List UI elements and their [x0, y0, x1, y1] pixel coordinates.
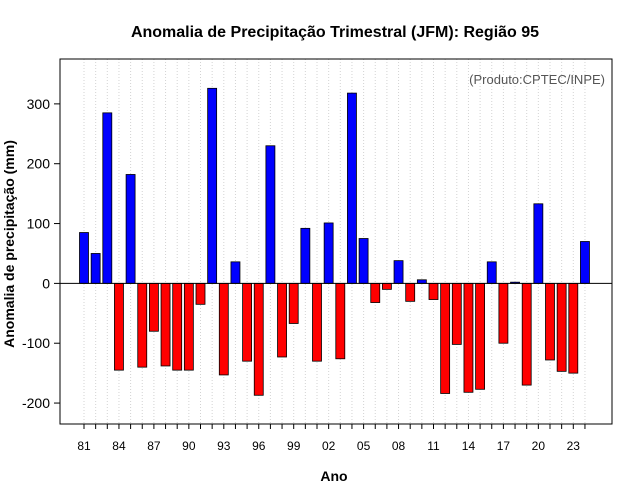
bar-83 — [102, 112, 113, 284]
bar-00 — [300, 227, 311, 284]
bar-86 — [137, 282, 148, 368]
x-tick-label: 87 — [147, 439, 161, 453]
bar-82 — [90, 253, 101, 284]
y-axis-label: Anomalia de precipitação (mm) — [1, 140, 17, 348]
x-tick-label: 17 — [497, 439, 511, 453]
gridlines — [83, 59, 586, 424]
bar-85 — [125, 174, 136, 284]
x-tick-label: 84 — [112, 439, 126, 453]
bar-96 — [253, 282, 264, 396]
x-tick-label: 05 — [357, 439, 371, 453]
bar-07 — [381, 282, 392, 290]
x-tick-label: 23 — [567, 439, 581, 453]
plot-frame — [59, 58, 613, 425]
x-tick-label: 08 — [392, 439, 406, 453]
bar-02 — [323, 222, 334, 284]
x-tick-label: 14 — [462, 439, 476, 453]
bar-14 — [463, 282, 474, 393]
bar-94 — [230, 261, 241, 284]
y-tick-label: 100 — [27, 216, 51, 232]
bar-97 — [265, 145, 276, 284]
x-tick-label: 02 — [322, 439, 336, 453]
x-tick-label: 93 — [217, 439, 231, 453]
bar-23 — [568, 282, 579, 374]
bar-04 — [347, 92, 357, 284]
x-tick-label: 99 — [287, 439, 301, 453]
bar-19 — [521, 282, 532, 386]
bar-88 — [160, 282, 171, 367]
y-tick-label: 0 — [42, 275, 50, 291]
bar-92 — [207, 87, 218, 284]
bar-93 — [218, 282, 229, 376]
bar-06 — [370, 282, 381, 303]
x-tick-label: 11 — [427, 439, 440, 453]
y-tick-label: -100 — [22, 335, 50, 351]
y-axis-ticks: -200 -100 0 100 200 300 — [22, 96, 60, 411]
bars — [79, 87, 590, 396]
bar-16 — [486, 261, 497, 284]
bar-24 — [580, 241, 590, 284]
bar-17 — [498, 282, 509, 344]
bar-89 — [172, 282, 183, 371]
bar-87 — [148, 282, 159, 332]
bar-95 — [242, 282, 253, 362]
y-tick-label: -200 — [22, 395, 50, 411]
bar-05 — [358, 238, 369, 284]
x-tick-label: 90 — [182, 439, 196, 453]
bar-91 — [195, 282, 206, 305]
bar-90 — [183, 282, 194, 371]
bar-21 — [545, 282, 555, 361]
bar-15 — [475, 282, 486, 390]
y-tick-label: 200 — [27, 156, 51, 172]
x-tick-label: 81 — [77, 439, 91, 453]
bar-20 — [533, 203, 544, 284]
x-tick-label: 96 — [252, 439, 266, 453]
chart-title: Anomalia de Precipitação Trimestral (JFM… — [131, 24, 539, 41]
bar-81 — [79, 232, 89, 284]
bar-03 — [335, 282, 346, 360]
bar-84 — [114, 282, 124, 371]
bar-13 — [451, 282, 462, 345]
x-axis-label: Ano — [320, 468, 347, 484]
source-annotation: (Produto:CPTEC/INPE) — [469, 72, 605, 87]
bar-22 — [556, 282, 567, 372]
x-tick-label: 20 — [532, 439, 546, 453]
bar-09 — [405, 282, 416, 302]
bar-99 — [288, 282, 299, 324]
bar-08 — [393, 260, 404, 284]
y-tick-label: 300 — [27, 96, 51, 112]
bar-98 — [277, 282, 287, 358]
x-axis-ticks: 81 84 87 90 93 96 99 02 05 08 11 14 17 20 23 — [77, 424, 586, 453]
bar-01 — [312, 282, 322, 362]
bar-10 — [416, 279, 427, 284]
bar-12 — [440, 282, 451, 394]
bar-11 — [428, 282, 439, 300]
